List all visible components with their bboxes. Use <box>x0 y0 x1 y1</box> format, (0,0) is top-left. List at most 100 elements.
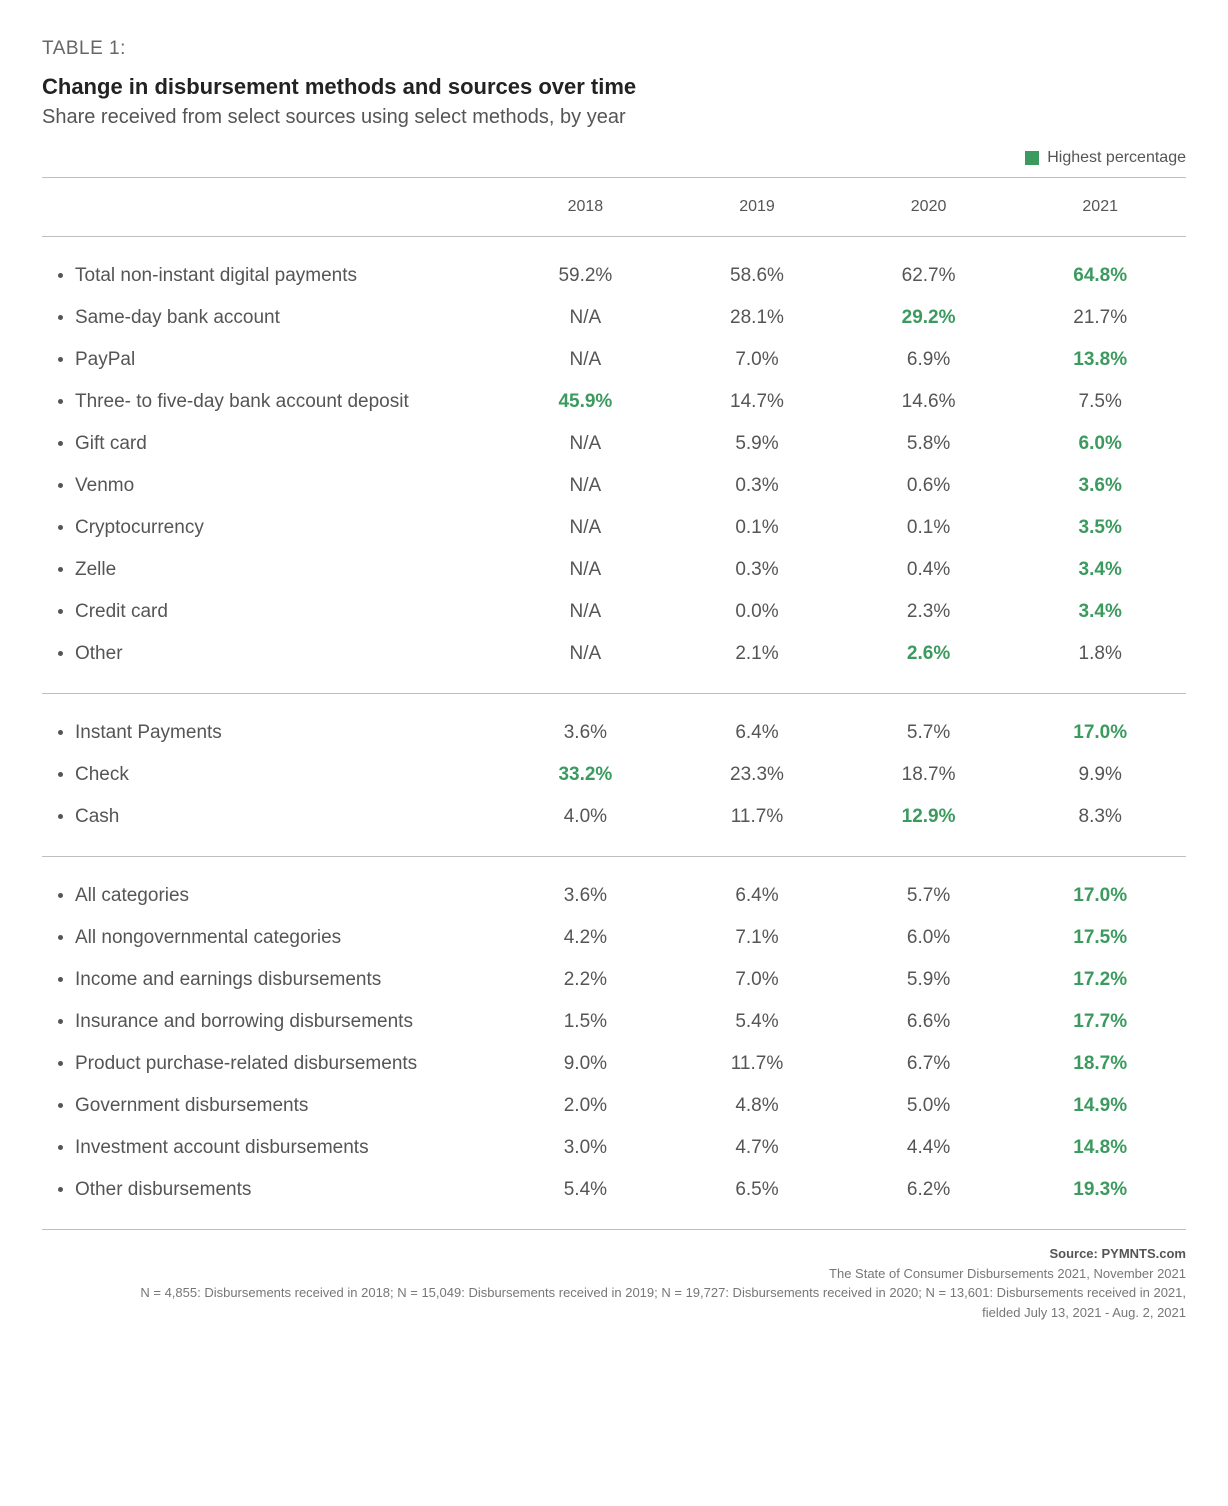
bullet-icon <box>58 814 63 819</box>
cell-value: 14.9% <box>1014 1085 1186 1127</box>
row-label-text: Government disbursements <box>75 1095 308 1116</box>
row-label: PayPal <box>42 339 500 381</box>
cell-value: 3.6% <box>1014 465 1186 507</box>
cell-value: 2.6% <box>843 633 1015 694</box>
row-label-text: Investment account disbursements <box>75 1137 369 1158</box>
cell-value: 1.5% <box>500 1001 672 1043</box>
cell-value: 17.2% <box>1014 959 1186 1001</box>
legend: Highest percentage <box>42 149 1186 167</box>
cell-value: 62.7% <box>843 237 1015 298</box>
header-year-2019: 2019 <box>671 178 843 237</box>
header-year-2020: 2020 <box>843 178 1015 237</box>
row-label-text: Check <box>75 764 129 785</box>
cell-value: 4.2% <box>500 917 672 959</box>
table-row: Government disbursements2.0%4.8%5.0%14.9… <box>42 1085 1186 1127</box>
cell-value: 18.7% <box>843 754 1015 796</box>
row-label-text: Other <box>75 643 123 664</box>
bullet-icon <box>58 1103 63 1108</box>
table-row: Income and earnings disbursements2.2%7.0… <box>42 959 1186 1001</box>
cell-value: 8.3% <box>1014 796 1186 857</box>
bullet-icon <box>58 525 63 530</box>
row-label: Other disbursements <box>42 1169 500 1230</box>
cell-value: 6.4% <box>671 857 843 918</box>
table-row: Other disbursements5.4%6.5%6.2%19.3% <box>42 1169 1186 1230</box>
table-row: Gift cardN/A5.9%5.8%6.0% <box>42 423 1186 465</box>
cell-value: 3.6% <box>500 694 672 755</box>
footer: Source: PYMNTS.com The State of Consumer… <box>42 1244 1186 1322</box>
cell-value: 21.7% <box>1014 297 1186 339</box>
cell-value: 4.4% <box>843 1127 1015 1169</box>
cell-value: 14.7% <box>671 381 843 423</box>
cell-value: 18.7% <box>1014 1043 1186 1085</box>
table-row: Total non-instant digital payments59.2%5… <box>42 237 1186 298</box>
row-label: Instant Payments <box>42 694 500 755</box>
row-label-text: Product purchase-related disbursements <box>75 1053 417 1074</box>
row-label-text: Gift card <box>75 433 147 454</box>
row-label: Same-day bank account <box>42 297 500 339</box>
cell-value: 7.1% <box>671 917 843 959</box>
row-label-text: Cryptocurrency <box>75 517 204 538</box>
cell-value: 0.1% <box>843 507 1015 549</box>
cell-value: 0.3% <box>671 465 843 507</box>
row-label: Other <box>42 633 500 694</box>
cell-value: 6.9% <box>843 339 1015 381</box>
cell-value: N/A <box>500 465 672 507</box>
cell-value: 6.0% <box>1014 423 1186 465</box>
table-row: CryptocurrencyN/A0.1%0.1%3.5% <box>42 507 1186 549</box>
cell-value: 1.8% <box>1014 633 1186 694</box>
cell-value: 9.9% <box>1014 754 1186 796</box>
cell-value: 29.2% <box>843 297 1015 339</box>
row-label-text: Zelle <box>75 559 116 580</box>
bullet-icon <box>58 357 63 362</box>
cell-value: 4.0% <box>500 796 672 857</box>
row-label-text: PayPal <box>75 349 135 370</box>
cell-value: 17.5% <box>1014 917 1186 959</box>
cell-value: 5.9% <box>671 423 843 465</box>
table-row: Product purchase-related disbursements9.… <box>42 1043 1186 1085</box>
cell-value: 28.1% <box>671 297 843 339</box>
cell-value: 59.2% <box>500 237 672 298</box>
footer-line2: N = 4,855: Disbursements received in 201… <box>42 1283 1186 1303</box>
cell-value: N/A <box>500 297 672 339</box>
bullet-icon <box>58 441 63 446</box>
row-label-text: Total non-instant digital payments <box>75 265 357 286</box>
cell-value: 3.4% <box>1014 591 1186 633</box>
cell-value: 5.4% <box>671 1001 843 1043</box>
cell-value: 2.3% <box>843 591 1015 633</box>
footer-line3: fielded July 13, 2021 - Aug. 2, 2021 <box>42 1303 1186 1323</box>
table-row: Investment account disbursements3.0%4.7%… <box>42 1127 1186 1169</box>
cell-value: N/A <box>500 633 672 694</box>
row-label: Government disbursements <box>42 1085 500 1127</box>
table-row: Three- to five-day bank account deposit4… <box>42 381 1186 423</box>
cell-value: 0.1% <box>671 507 843 549</box>
cell-value: 7.0% <box>671 339 843 381</box>
table-row: Cash4.0%11.7%12.9%8.3% <box>42 796 1186 857</box>
cell-value: N/A <box>500 507 672 549</box>
cell-value: N/A <box>500 423 672 465</box>
row-label: Check <box>42 754 500 796</box>
cell-value: 5.0% <box>843 1085 1015 1127</box>
row-label-text: Income and earnings disbursements <box>75 969 381 990</box>
row-label-text: Cash <box>75 806 119 827</box>
row-label: Zelle <box>42 549 500 591</box>
cell-value: 14.8% <box>1014 1127 1186 1169</box>
table-row: Same-day bank account N/A28.1%29.2%21.7% <box>42 297 1186 339</box>
table-row: Credit cardN/A0.0%2.3%3.4% <box>42 591 1186 633</box>
table-row: ZelleN/A0.3%0.4%3.4% <box>42 549 1186 591</box>
cell-value: 11.7% <box>671 1043 843 1085</box>
bullet-icon <box>58 483 63 488</box>
cell-value: 2.1% <box>671 633 843 694</box>
header-year-2021: 2021 <box>1014 178 1186 237</box>
row-label-text: Same-day bank account <box>75 307 280 328</box>
row-label-text: Credit card <box>75 601 168 622</box>
cell-value: 3.0% <box>500 1127 672 1169</box>
cell-value: 0.6% <box>843 465 1015 507</box>
bullet-icon <box>58 730 63 735</box>
row-label-text: Instant Payments <box>75 722 222 743</box>
cell-value: 14.6% <box>843 381 1015 423</box>
row-label-text: All nongovernmental categories <box>75 927 341 948</box>
bullet-icon <box>58 893 63 898</box>
cell-value: 6.0% <box>843 917 1015 959</box>
bullet-icon <box>58 1019 63 1024</box>
table-row: All categories3.6%6.4%5.7%17.0% <box>42 857 1186 918</box>
